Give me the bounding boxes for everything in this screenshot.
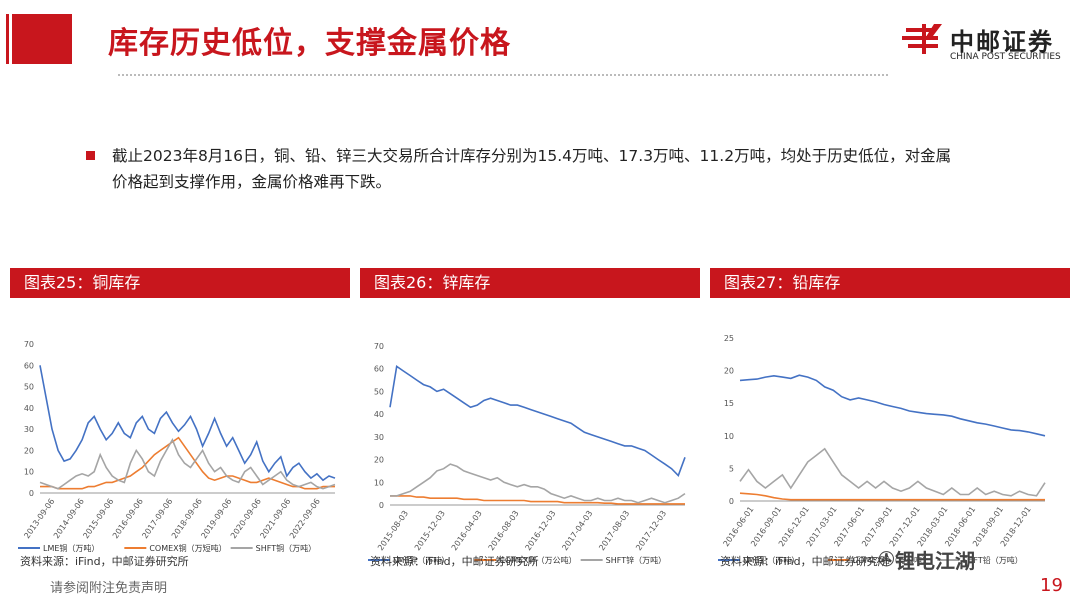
series-line bbox=[389, 365, 686, 477]
chart-panel-zinc: 图表26：锌库存 0 10 20 30 40 50 60 70 2015-08-03 2015-1… bbox=[360, 268, 700, 568]
x-tick-label: 2019-09-06 bbox=[199, 497, 233, 540]
x-tick-label: 2017-04-03 bbox=[560, 509, 594, 552]
logo-text-cn: 中邮证券 bbox=[950, 28, 1054, 56]
china-post-logo-icon bbox=[902, 24, 942, 54]
series-line bbox=[739, 447, 1046, 497]
title-divider bbox=[118, 74, 888, 76]
legend-label: SHFT铜（万吨） bbox=[256, 543, 316, 553]
bullet-text: 截止2023年8月16日，铜、铅、锌三大交易所合计库存分别为15.4万吨、17.… bbox=[112, 147, 952, 191]
series-line bbox=[390, 463, 686, 504]
y-tick-label: 10 bbox=[724, 432, 734, 441]
page-number: 19 bbox=[1040, 575, 1063, 596]
x-tick-label: 2016-09-06 bbox=[111, 497, 145, 540]
legend-label: COMEX铜（万短吨） bbox=[149, 543, 226, 553]
y-tick-label: 15 bbox=[724, 399, 734, 408]
legend-label: COMEX锌（万公吨） bbox=[499, 555, 576, 565]
x-tick-label: 2015-12-03 bbox=[413, 509, 447, 552]
y-tick-label: 25 bbox=[724, 334, 734, 343]
series-line bbox=[39, 437, 336, 490]
y-tick-label: 10 bbox=[24, 468, 34, 477]
legend-label: SHFT锌（万吨） bbox=[606, 555, 666, 565]
x-tick-label: 2015-09-06 bbox=[81, 497, 115, 540]
series-line bbox=[39, 365, 336, 482]
logo-text-en: CHINA POST SECURITIES bbox=[950, 52, 1061, 62]
chart-panel-lead: 图表27：铅库存 0 5 10 15 20 25 2016-06-01 2016-09-01 2… bbox=[710, 268, 1070, 568]
chart-header: 图表27：铅库存 bbox=[710, 268, 1070, 298]
series-line bbox=[739, 374, 1046, 437]
y-tick-label: 0 bbox=[29, 489, 34, 498]
legend-label: SHFT铅（万吨） bbox=[962, 555, 1022, 565]
y-tick-label: 50 bbox=[24, 383, 34, 392]
chart-header: 图表26：锌库存 bbox=[360, 268, 700, 298]
title-accent-block bbox=[12, 14, 72, 64]
chart-panel-copper: 图表25：铜库存 0 10 20 30 40 50 60 70 2013-09-06 2014-0… bbox=[10, 268, 350, 568]
lead-inventory-chart: 05101520252016-06-012016-09-012016-12-01… bbox=[718, 334, 1046, 565]
legend-label: LME铅（万吨） bbox=[743, 555, 799, 565]
y-tick-label: 20 bbox=[24, 446, 34, 455]
chart-source: 资料来源：iFind，中邮证券研究所 bbox=[20, 555, 189, 568]
x-tick-label: 2013-09-06 bbox=[22, 497, 56, 540]
y-tick-label: 30 bbox=[24, 425, 34, 434]
y-tick-label: 20 bbox=[374, 456, 384, 465]
x-tick-label: 2016-04-03 bbox=[450, 509, 484, 552]
x-tick-label: 2020-09-06 bbox=[229, 497, 263, 540]
y-tick-label: 5 bbox=[729, 464, 734, 473]
x-tick-label: 2016-12-03 bbox=[524, 509, 558, 552]
x-tick-label: 2017-09-06 bbox=[140, 497, 174, 540]
y-tick-label: 30 bbox=[374, 433, 384, 442]
x-tick-label: 2014-09-06 bbox=[52, 497, 86, 540]
bullet-marker bbox=[86, 151, 95, 160]
x-tick-label: 2021-09-06 bbox=[258, 497, 292, 540]
y-tick-label: 20 bbox=[724, 367, 734, 376]
x-tick-label: 2015-08-03 bbox=[376, 509, 410, 552]
y-tick-label: 50 bbox=[374, 387, 384, 396]
y-tick-label: 40 bbox=[24, 404, 34, 413]
y-tick-label: 0 bbox=[379, 501, 384, 510]
y-tick-label: 10 bbox=[374, 478, 384, 487]
chart-source: 资料来源：iFind，中邮证券研究所 bbox=[370, 555, 539, 568]
slide-title: 库存历史低位，支撑金属价格 bbox=[108, 26, 511, 61]
y-tick-label: 40 bbox=[374, 410, 384, 419]
legend-label: LME铜（万吨） bbox=[43, 543, 99, 553]
series-line bbox=[739, 492, 1045, 501]
x-tick-label: 2017-08-03 bbox=[597, 509, 631, 552]
series-line bbox=[390, 495, 685, 505]
legend-label: LME锌（万吨） bbox=[393, 555, 449, 565]
x-tick-label: 2018-09-06 bbox=[170, 497, 204, 540]
title-accent-stripe bbox=[6, 14, 9, 64]
x-tick-label: 2016-08-03 bbox=[487, 509, 521, 552]
disclaimer-note: 请参阅附注免责声明 bbox=[50, 581, 168, 596]
x-tick-label: 2017-12-03 bbox=[634, 509, 668, 552]
y-tick-label: 60 bbox=[24, 361, 34, 370]
chart-source: 资料来源：iFind，中邮证券研究所 bbox=[720, 555, 889, 568]
wechat-icon: ✇ bbox=[878, 547, 895, 571]
y-tick-label: 70 bbox=[24, 340, 34, 349]
series-line bbox=[40, 436, 335, 490]
watermark-text: 锂电江湖 bbox=[895, 549, 975, 573]
x-tick-label: 2022-09-06 bbox=[288, 497, 322, 540]
copper-inventory-chart: 0 10 20 30 40 50 60 70 2013-09-062014-09-062015-… bbox=[18, 340, 336, 553]
y-tick-label: 0 bbox=[729, 497, 734, 506]
legend-label: COMEX铅（万公吨） bbox=[853, 555, 930, 565]
y-tick-label: 60 bbox=[374, 365, 384, 374]
y-tick-label: 70 bbox=[374, 342, 384, 351]
chart-header: 图表25：铜库存 bbox=[10, 268, 350, 298]
